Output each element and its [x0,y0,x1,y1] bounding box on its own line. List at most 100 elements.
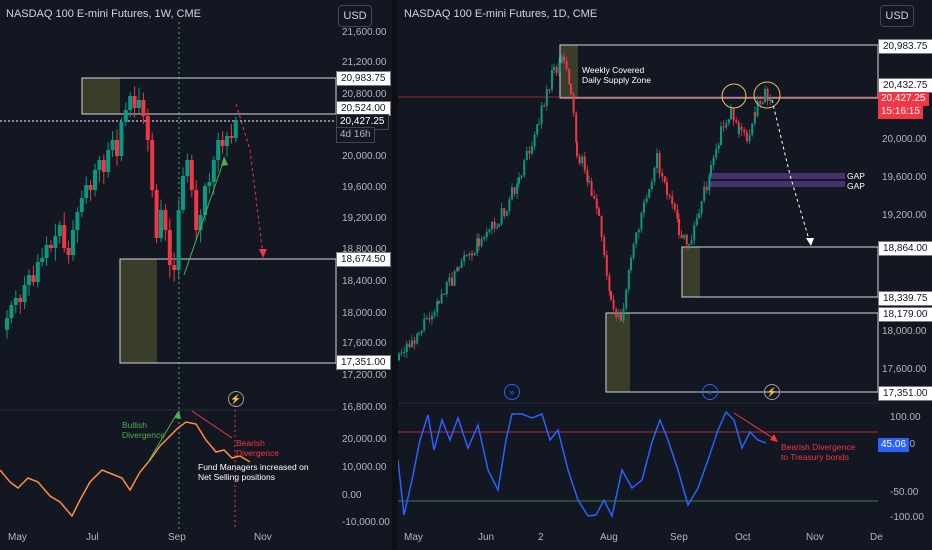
bar-countdown-label: 15:16:15 [878,105,923,119]
candle-body [35,262,40,282]
candle-body [658,153,661,174]
candle-body [685,234,688,245]
candle-body [635,232,638,244]
candle-body [671,196,674,204]
candle-body [732,108,735,121]
daily-chart-title: NASDAQ 100 E-mini Futures, 1D, CME [404,8,598,20]
lightning-icon[interactable]: ⚡ [764,384,780,400]
price-axis-tick: 19,600.00 [882,172,927,183]
x-axis-tick: May [8,532,27,543]
weekly-chart-pane[interactable]: 21,600.00 21,200.00 20,800.00 20,000.00 19,6… [0,0,392,550]
candle-body [106,150,111,172]
candle-body [496,226,499,229]
candle-body [225,136,229,146]
candle-body [553,67,555,71]
oscillator-axis-tick: 10,000.00 [342,462,387,473]
x-axis-tick: Nov [806,532,824,543]
oscillator-axis-tick: 20,000.00 [342,434,387,445]
candle-body [176,210,181,270]
candle-body [650,181,653,190]
candle-body [615,309,618,317]
bearish-divergence-treasury-annotation: Bearish Divergence to Treasury bonds [781,442,856,462]
level-label: 20,983.75 [878,39,932,54]
oscillator-axis-tick: 100.00 [890,412,921,423]
bearish-projection [235,103,264,256]
candle-body [690,240,693,245]
candle-body [708,175,711,191]
candle-body [643,202,645,204]
level-label: 18,674.50 [336,252,391,267]
level-label: 17,351.00 [336,355,391,370]
price-axis-tick: 20,000.00 [882,134,927,145]
candle-body [508,199,511,211]
candle-body [583,156,586,171]
weekly-chart-canvas[interactable]: 21,600.00 21,200.00 20,800.00 20,000.00 19,6… [0,0,392,550]
candle-body [9,305,14,318]
candle-body [746,139,748,142]
candle-body [610,290,612,300]
candle-body [560,56,563,63]
candle-body [578,156,581,164]
price-axis-tick: 18,000.00 [342,308,387,319]
candle-body [766,88,769,101]
candle-body [528,150,531,154]
jump-icon[interactable]: » [504,384,520,400]
fund-managers-annotation: Fund Managers increased on Net Selling p… [198,462,309,482]
candle-body [703,186,706,202]
candle-body [712,157,715,166]
candle-body [683,234,686,238]
currency-button[interactable]: USD [338,5,372,27]
supply-zone-annotation: Weekly Covered Daily Supply Zone [582,65,651,85]
candle-body [627,270,630,290]
candle-body [505,210,508,216]
candle-body [159,210,163,238]
candle-body [612,299,615,310]
candle-body [575,112,578,143]
candle-body [673,203,676,210]
candle-body [398,353,400,360]
price-axis-tick: 17,600.00 [882,364,927,375]
gap-annotation: GAP [847,171,865,181]
bullish-divergence-annotation: Bullish Divergence [122,420,165,440]
bearish-projection-head [806,238,814,246]
level-label: 18,179.00 [878,307,932,322]
demand-zone-outline [605,312,879,393]
candle-body [128,96,133,110]
candle-body [154,190,159,238]
candle-body [27,275,31,285]
oscillator-line [0,421,251,518]
lightning-icon[interactable]: ⚡ [228,391,244,407]
jump-icon[interactable]: » [702,384,718,400]
x-axis-tick: Sep [168,532,186,543]
candle-body [13,298,18,305]
candle-body [543,105,546,107]
candle-body [440,293,443,304]
candle-body [66,248,71,255]
candle-body [498,224,500,227]
candle-body [715,148,718,158]
candle-body [84,185,89,198]
candle-body [551,70,553,90]
daily-chart-canvas[interactable]: 20,000.00 19,600.00 19,200.00 18,000.00 17,6… [398,0,932,550]
candle-body [545,89,548,106]
weekly-chart-title: NASDAQ 100 E-mini Futures, 1W, CME [6,8,201,20]
candle-body [572,94,575,113]
pane-divider[interactable] [392,0,398,550]
candle-body [480,239,483,246]
candle-body [408,343,411,348]
candle-body [620,314,622,321]
candle-body [586,170,589,182]
candle-body [668,194,671,197]
price-axis-tick: 21,600.00 [342,27,387,38]
price-axis-tick: 20,000.00 [342,151,387,162]
candle-body [725,123,728,128]
candle-body [753,112,756,124]
candle-body [418,333,420,335]
level-label: 17,351.00 [878,386,932,401]
bar-countdown-label: 4d 16h [336,127,375,143]
daily-chart-pane[interactable]: 20,000.00 19,600.00 19,200.00 18,000.00 17,6… [398,0,932,550]
price-axis-tick: 18,400.00 [342,276,387,287]
candle-body [448,277,451,283]
oscillator-axis-tick: 0.00 [342,490,362,501]
currency-button[interactable]: USD [880,5,914,27]
